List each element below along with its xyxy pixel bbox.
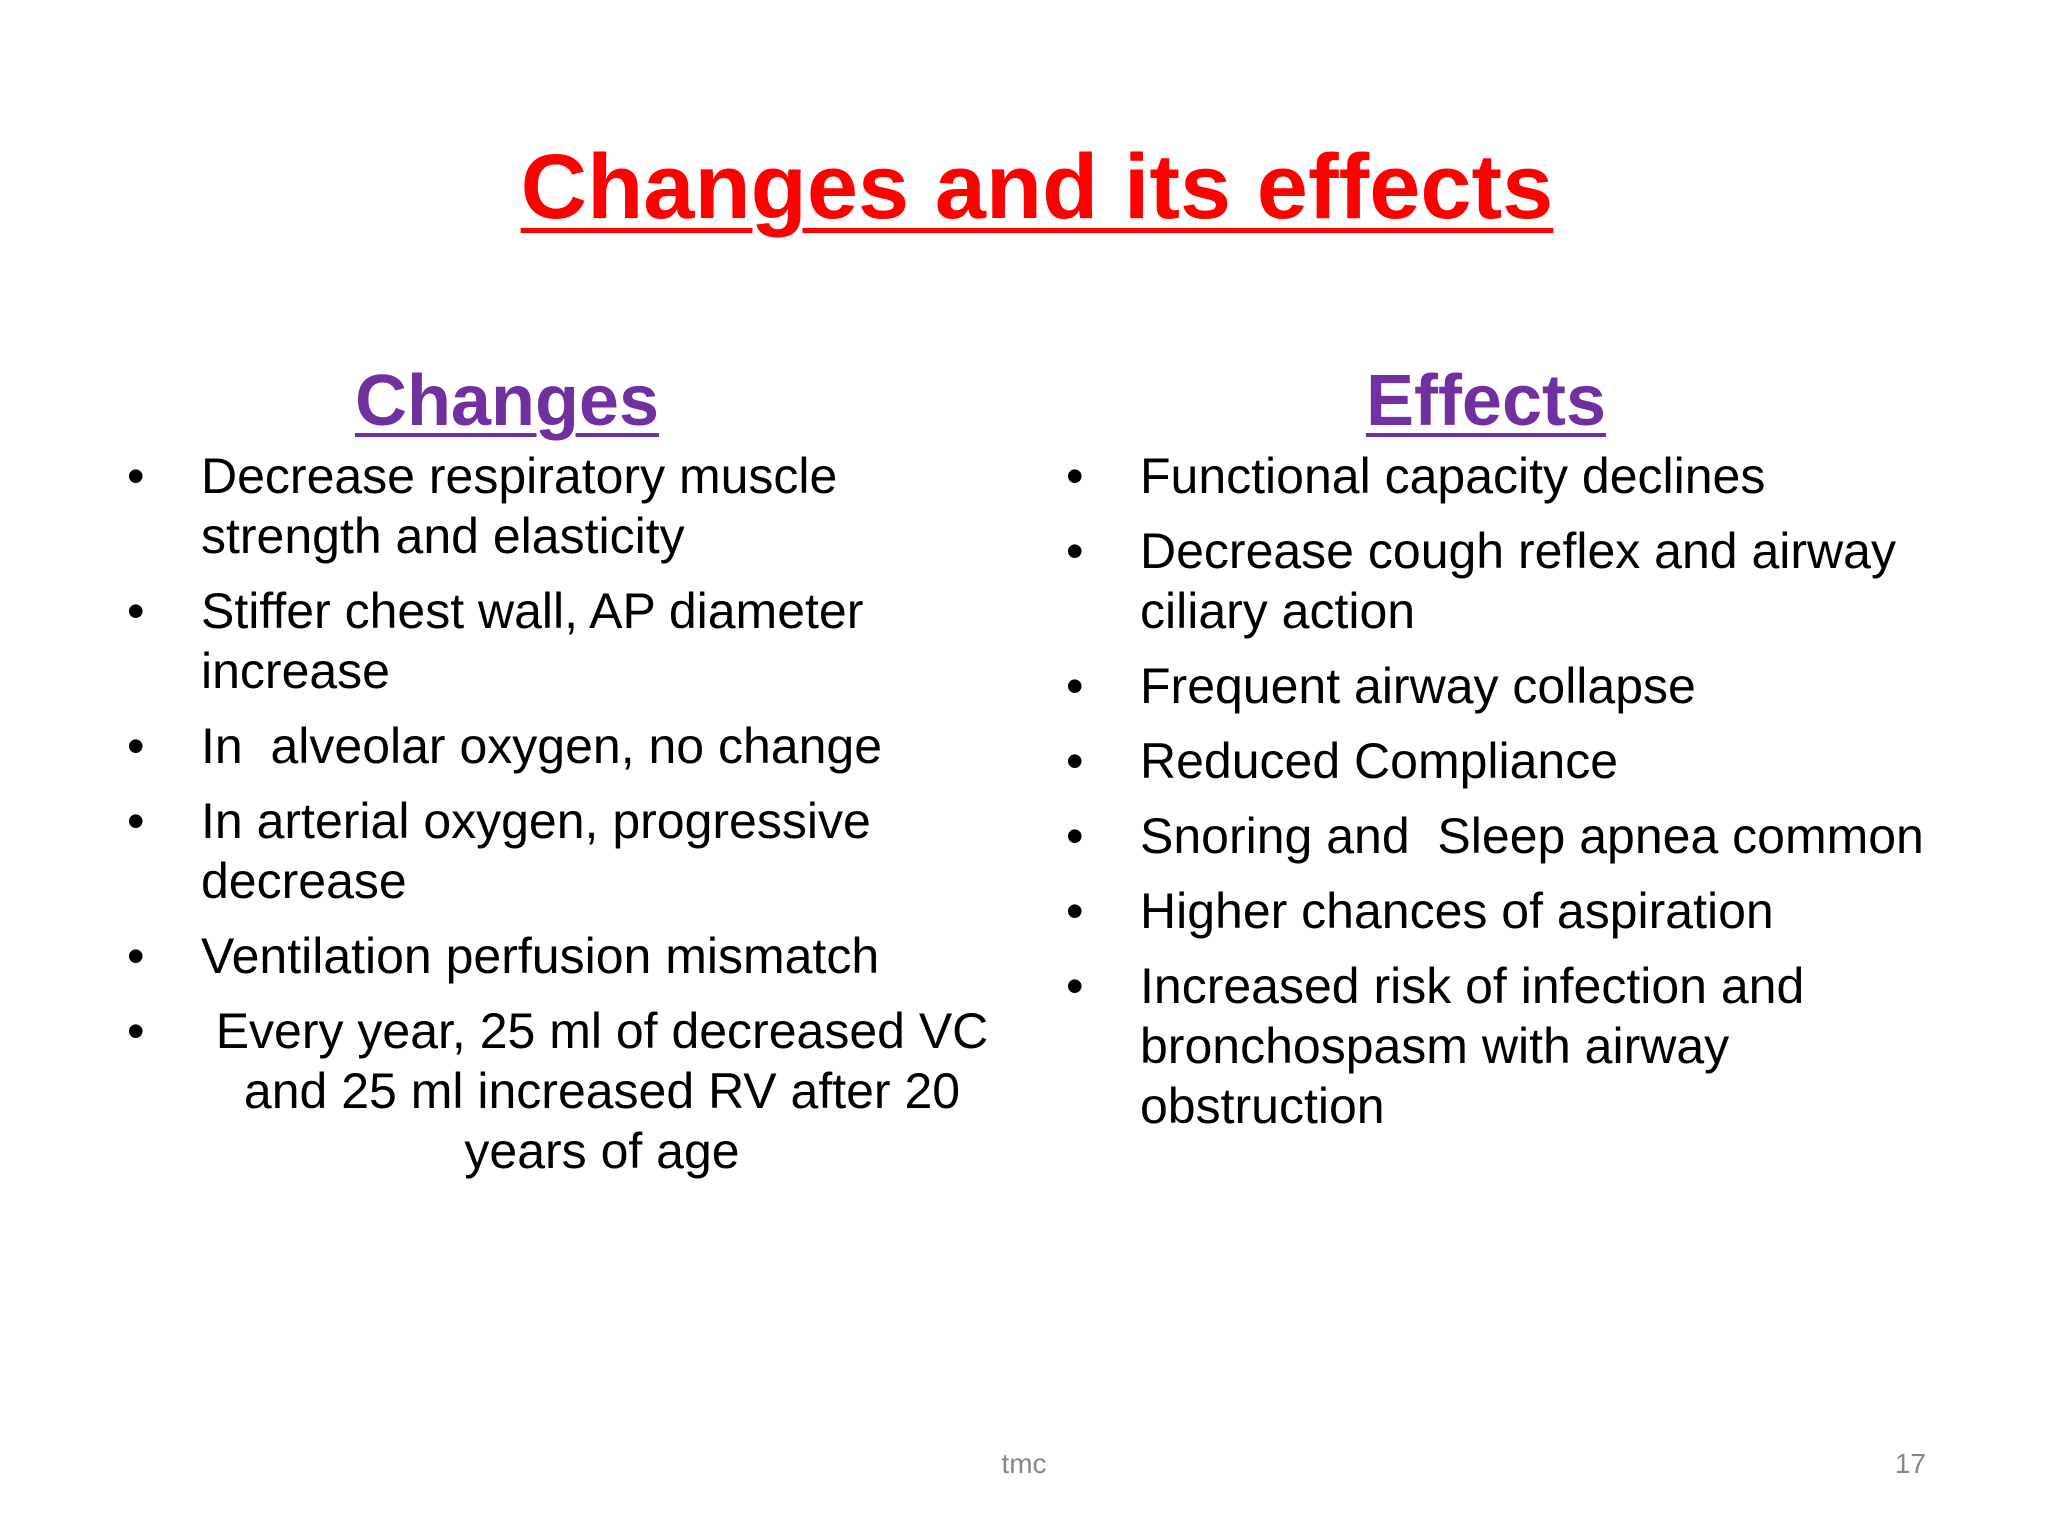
- bullet-item: Increased risk of infection and bronchos…: [1066, 956, 1926, 1136]
- column: EffectsFunctional capacity declines Decre…: [1066, 360, 1926, 1151]
- bullet-item: Snoring and Sleep apnea common: [1066, 806, 1926, 866]
- bullet-item: Every year, 25 ml of decreased VC and 25…: [127, 1001, 997, 1181]
- bullet-item: Ventilation perfusion mismatch: [127, 926, 997, 986]
- bullet-item: Decrease cough reflex and airway ciliary…: [1066, 521, 1926, 641]
- bullet-item: Stiffer chest wall, AP diameter increase: [127, 581, 997, 701]
- bullet-list: Decrease respiratory muscle strength and…: [127, 446, 997, 1181]
- bullet-item: In alveolar oxygen, no change: [127, 716, 997, 776]
- slide-title: Changes and its effects: [520, 136, 1554, 238]
- footer-text: tmc: [1001, 1448, 1047, 1479]
- column-heading: Effects: [1365, 361, 1607, 441]
- bullet-item: Reduced Compliance: [1066, 731, 1926, 791]
- bullet-list: Functional capacity declines Decrease cou…: [1066, 446, 1926, 1136]
- column: ChangesDecrease respiratory muscle stren…: [127, 360, 997, 1196]
- bullet-item: In arterial oxygen, progressive decrease: [127, 791, 997, 911]
- bullet-item: Higher chances of aspiration: [1066, 881, 1926, 941]
- bullet-item: Frequent airway collapse: [1066, 656, 1926, 716]
- bullet-item: Decrease respiratory muscle strength and…: [127, 446, 997, 566]
- bullet-item: Functional capacity declines: [1066, 446, 1926, 506]
- title-wrap: Changes and its effects: [0, 135, 2048, 240]
- column-heading: Changes: [354, 361, 660, 441]
- page-number: 17: [1894, 1448, 1926, 1479]
